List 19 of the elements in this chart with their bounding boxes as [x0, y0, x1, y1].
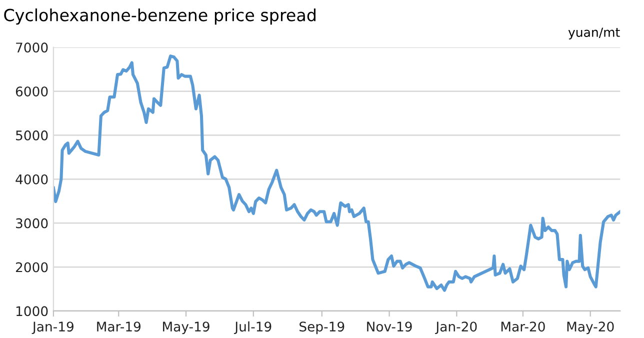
x-tick-label: May-19 [163, 322, 210, 334]
x-tick-label: Nov-19 [367, 322, 412, 332]
y-tick-label: 6000 [16, 86, 48, 96]
x-tick-label: Mar-19 [97, 322, 141, 332]
line-series [53, 54, 620, 292]
x-tick-label: Jan-19 [32, 322, 74, 334]
y-tick-label: 7000 [16, 42, 48, 53]
chart-title: Cyclohexanone-benzene price spread [4, 8, 316, 25]
x-tick-label: Sep-19 [300, 322, 344, 334]
y-tick-label: 4000 [16, 174, 48, 184]
y-tick-label: 5000 [16, 130, 48, 140]
x-tick-label: Jan-20 [435, 322, 477, 334]
y-tick-label: 2000 [16, 262, 48, 272]
x-tick-label: Jul-19 [234, 321, 272, 334]
x-tick-label: May-20 [567, 322, 614, 334]
x-tick-label: Mar-20 [501, 322, 545, 332]
y-axis-title: yuan/mt [568, 28, 620, 40]
y-tick-label: 3000 [16, 218, 48, 228]
y-tick-label: 1000 [16, 306, 48, 316]
